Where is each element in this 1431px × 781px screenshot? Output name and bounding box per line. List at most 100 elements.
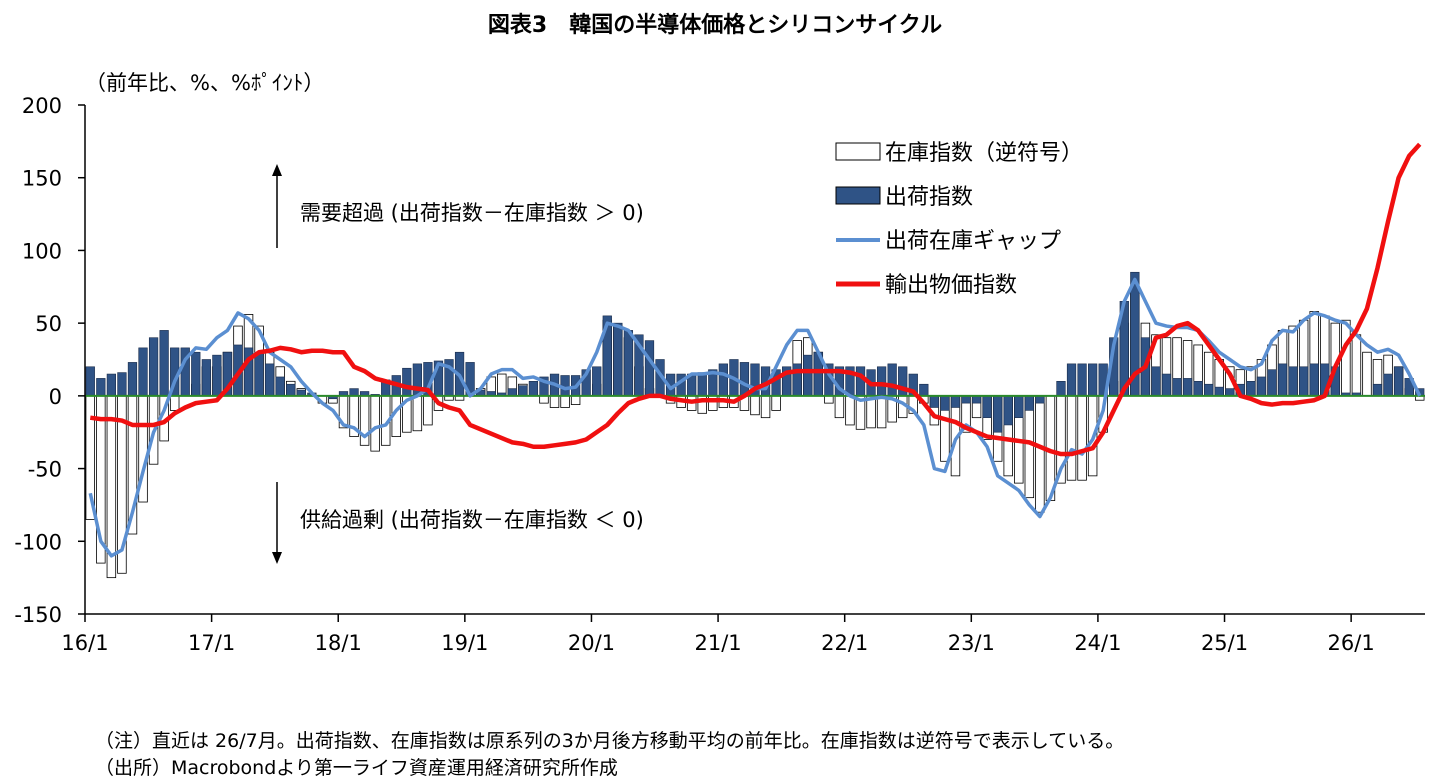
shipment-bar (1088, 363, 1098, 397)
inventory-bar (845, 395, 855, 426)
shipment-bar (592, 366, 602, 397)
inventory-bar (750, 395, 760, 416)
shipment-bar (1172, 378, 1182, 397)
annotation-lower-text: 供給過剰 (出荷指数－在庫指数 ＜ 0) (300, 508, 644, 532)
shipment-bar (950, 395, 961, 408)
shipment-bar (528, 381, 539, 397)
shipment-bar (148, 337, 159, 397)
shipment-bar (275, 376, 285, 397)
shipment-bar (1077, 363, 1087, 397)
x-tick-labels: 16/1 17/1 18/1 19/1 20/1 21/1 22/1 23/1 24/1 25/1… (61, 631, 1374, 655)
shipment-bar (201, 359, 211, 397)
shipment-bar (1204, 383, 1214, 397)
x-tick-label: 24/1 (1074, 631, 1121, 655)
shipment-bar (1024, 395, 1034, 411)
axis-ticks (78, 104, 1352, 622)
down-arrow-head (272, 552, 282, 564)
shipment-bar (127, 362, 138, 397)
shipment-bar (876, 366, 887, 397)
shipment-bar (855, 366, 866, 397)
shipment-bar (1225, 388, 1235, 397)
shipment-bar (138, 347, 148, 397)
inventory-bar (370, 395, 380, 452)
x-tick-label: 23/1 (948, 631, 995, 655)
y-tick-label: -150 (14, 603, 62, 627)
inventory-bar (1362, 351, 1372, 397)
annotation-lower: 供給過剰 (出荷指数－在庫指数 ＜ 0) (272, 482, 644, 564)
inventory-bar (423, 395, 433, 426)
shipment-bar (1056, 381, 1066, 397)
shipment-bar (1277, 363, 1288, 397)
shipment-bar (1035, 395, 1045, 404)
shipment-bar (613, 322, 623, 397)
shipment-bar (507, 388, 517, 397)
inventory-bar (1035, 395, 1045, 513)
shipment-bar (265, 363, 275, 397)
inventory-bar (834, 395, 845, 419)
shipment-bar (919, 383, 929, 397)
shipment-bar (191, 351, 201, 397)
shipment-bar (929, 395, 939, 408)
shipment-bar (792, 363, 802, 397)
up-arrow-head (272, 164, 282, 176)
shipment-bar (349, 388, 359, 397)
shipment-bar (1372, 383, 1383, 397)
x-tick-label: 20/1 (568, 631, 615, 655)
y-tick-label: -100 (14, 530, 62, 554)
shipment-bar (117, 372, 127, 397)
shipment-bar (961, 395, 971, 404)
export-price-line-series (89, 142, 1422, 457)
x-tick-label: 22/1 (821, 631, 868, 655)
shipment-bar (982, 395, 992, 418)
shipment-bar (623, 330, 634, 397)
y-tick-label: 0 (49, 385, 62, 409)
x-tick-label: 18/1 (315, 631, 362, 655)
shipment-bar (971, 395, 982, 404)
shipment-bar (1394, 366, 1404, 397)
x-tick-label: 26/1 (1328, 631, 1375, 655)
y-tick-label: 200 (22, 94, 62, 118)
y-axis-label: （前年比、%、%ﾎﾟｲﾝﾄ） (85, 71, 324, 95)
shipment-bar (1309, 363, 1319, 397)
inventory-bar (1024, 395, 1035, 499)
shipment-bar (254, 351, 264, 397)
shipment-bar (85, 366, 95, 397)
inventory-bar (1341, 319, 1351, 397)
legend-swatch-inventory (835, 142, 881, 161)
x-tick-label: 17/1 (188, 631, 235, 655)
shipment-bar (96, 378, 106, 397)
legend-label-gap: 出荷在庫ギャップ (885, 229, 1061, 254)
shipment-bar (993, 395, 1003, 433)
shipment-bar (159, 330, 169, 397)
inventory-bar (824, 395, 834, 404)
legend: 在庫指数（逆符号） 出荷指数 出荷在庫ギャップ 輸出物価指数 (835, 141, 1083, 298)
y-tick-label: 50 (35, 312, 62, 336)
legend-label-inventory: 在庫指数（逆符号） (885, 141, 1083, 166)
y-tick-label: 150 (22, 167, 62, 191)
shipment-bar (1256, 376, 1267, 397)
shipment-bar (1267, 369, 1277, 397)
shipment-bar (518, 385, 528, 397)
shipment-bar (1182, 378, 1193, 397)
shipment-bar (212, 354, 222, 397)
shipment-bar (1161, 373, 1172, 397)
legend-swatch-shipment (835, 186, 881, 205)
shipment-bar (1299, 366, 1309, 397)
annotation-upper-text: 需要超過 (出荷指数－在庫指数 ＞ 0) (300, 201, 644, 225)
inventory-bar (549, 395, 560, 408)
chart-title: 図表3 韓国の半導体価格とシリコンサイクル (488, 12, 942, 38)
source-note: （出所）Macrobondより第一ライフ資産運用経済研究所作成 (95, 757, 618, 779)
inventory-bar (771, 395, 781, 411)
shipment-bar (1246, 381, 1256, 397)
shipment-bar (887, 363, 897, 397)
inventory-bar (760, 395, 771, 419)
inventory-bar (169, 395, 180, 411)
shipment-bar (286, 383, 296, 397)
inventory-bar (1077, 395, 1087, 481)
legend-label-shipment: 出荷指数 (885, 185, 973, 210)
x-tick-label: 19/1 (441, 631, 488, 655)
legend-label-price: 輸出物価指数 (885, 273, 1017, 298)
inventory-bar (876, 395, 887, 429)
chart: 図表3 韓国の半導体価格とシリコンサイクル （前年比、%、%ﾎﾟｲﾝﾄ） 200… (14, 12, 1425, 655)
shipment-bar (718, 363, 728, 397)
